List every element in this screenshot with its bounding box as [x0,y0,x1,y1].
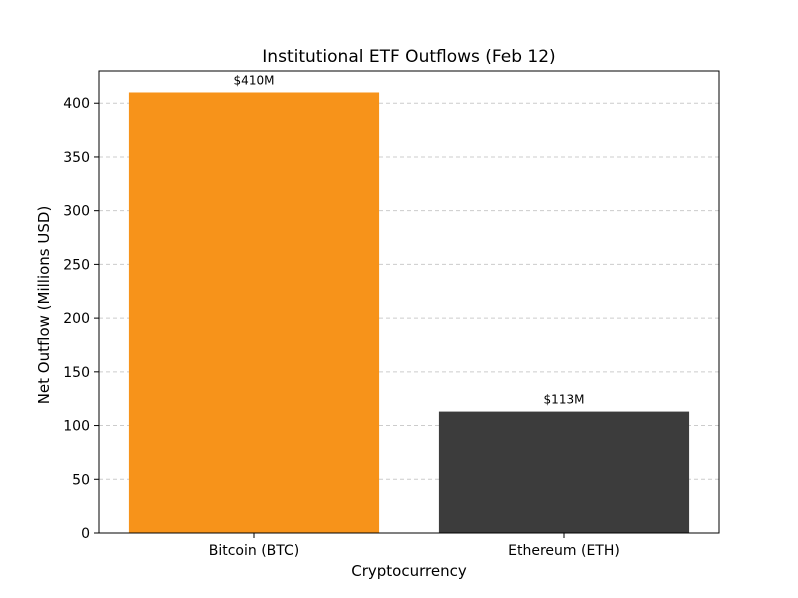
x-axis-label: Cryptocurrency [351,562,467,580]
x-axis-ticks: Bitcoin (BTC) Ethereum (ETH) [209,533,620,559]
bar-1 [438,411,690,533]
x-tick-label: Ethereum (ETH) [508,543,620,559]
bar-value-label: $113M [544,393,585,407]
y-tick-label: 0 [81,526,90,542]
x-tick-label: Bitcoin (BTC) [209,543,300,559]
y-tick-label: 400 [63,96,90,112]
bar-value-labels: $410M $113M [234,73,585,406]
plot-frame [98,70,720,534]
y-tick-label: 100 [63,419,90,435]
y-axis-label: Net Outflow (Millions USD) [35,206,53,405]
y-tick-label: 350 [63,150,90,166]
y-tick-label: 300 [63,204,90,220]
bar-value-label: $410M [234,73,275,87]
bar-0 [128,92,380,533]
chart-title: Institutional ETF Outflows (Feb 12) [262,47,555,67]
y-tick-label: 50 [72,472,90,488]
y-tick-label: 150 [63,365,90,381]
y-axis-ticks: 0 50 100 150 200 250 300 350 400 [63,96,99,542]
y-tick-label: 250 [63,257,90,273]
bars [128,92,690,533]
y-tick-label: 200 [63,311,90,327]
